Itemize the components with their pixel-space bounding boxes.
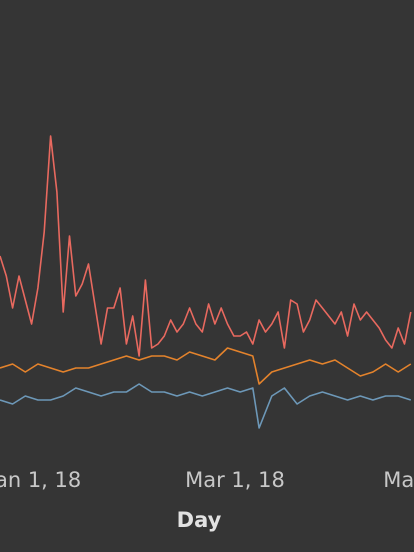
series-line-3 bbox=[0, 383, 412, 429]
x-axis-title: Day bbox=[177, 508, 222, 532]
x-tick-label: Mar 1, 18 bbox=[185, 468, 285, 492]
series-line-1 bbox=[0, 135, 412, 357]
x-axis-ticks: Jan 1, 18 Mar 1, 18 May 1, 18 bbox=[0, 468, 414, 492]
x-tick-label: Jan 1, 18 bbox=[0, 468, 81, 492]
series-lines bbox=[0, 135, 412, 429]
x-tick-label: May 1, 18 bbox=[383, 468, 414, 492]
series-line-2 bbox=[0, 347, 412, 385]
